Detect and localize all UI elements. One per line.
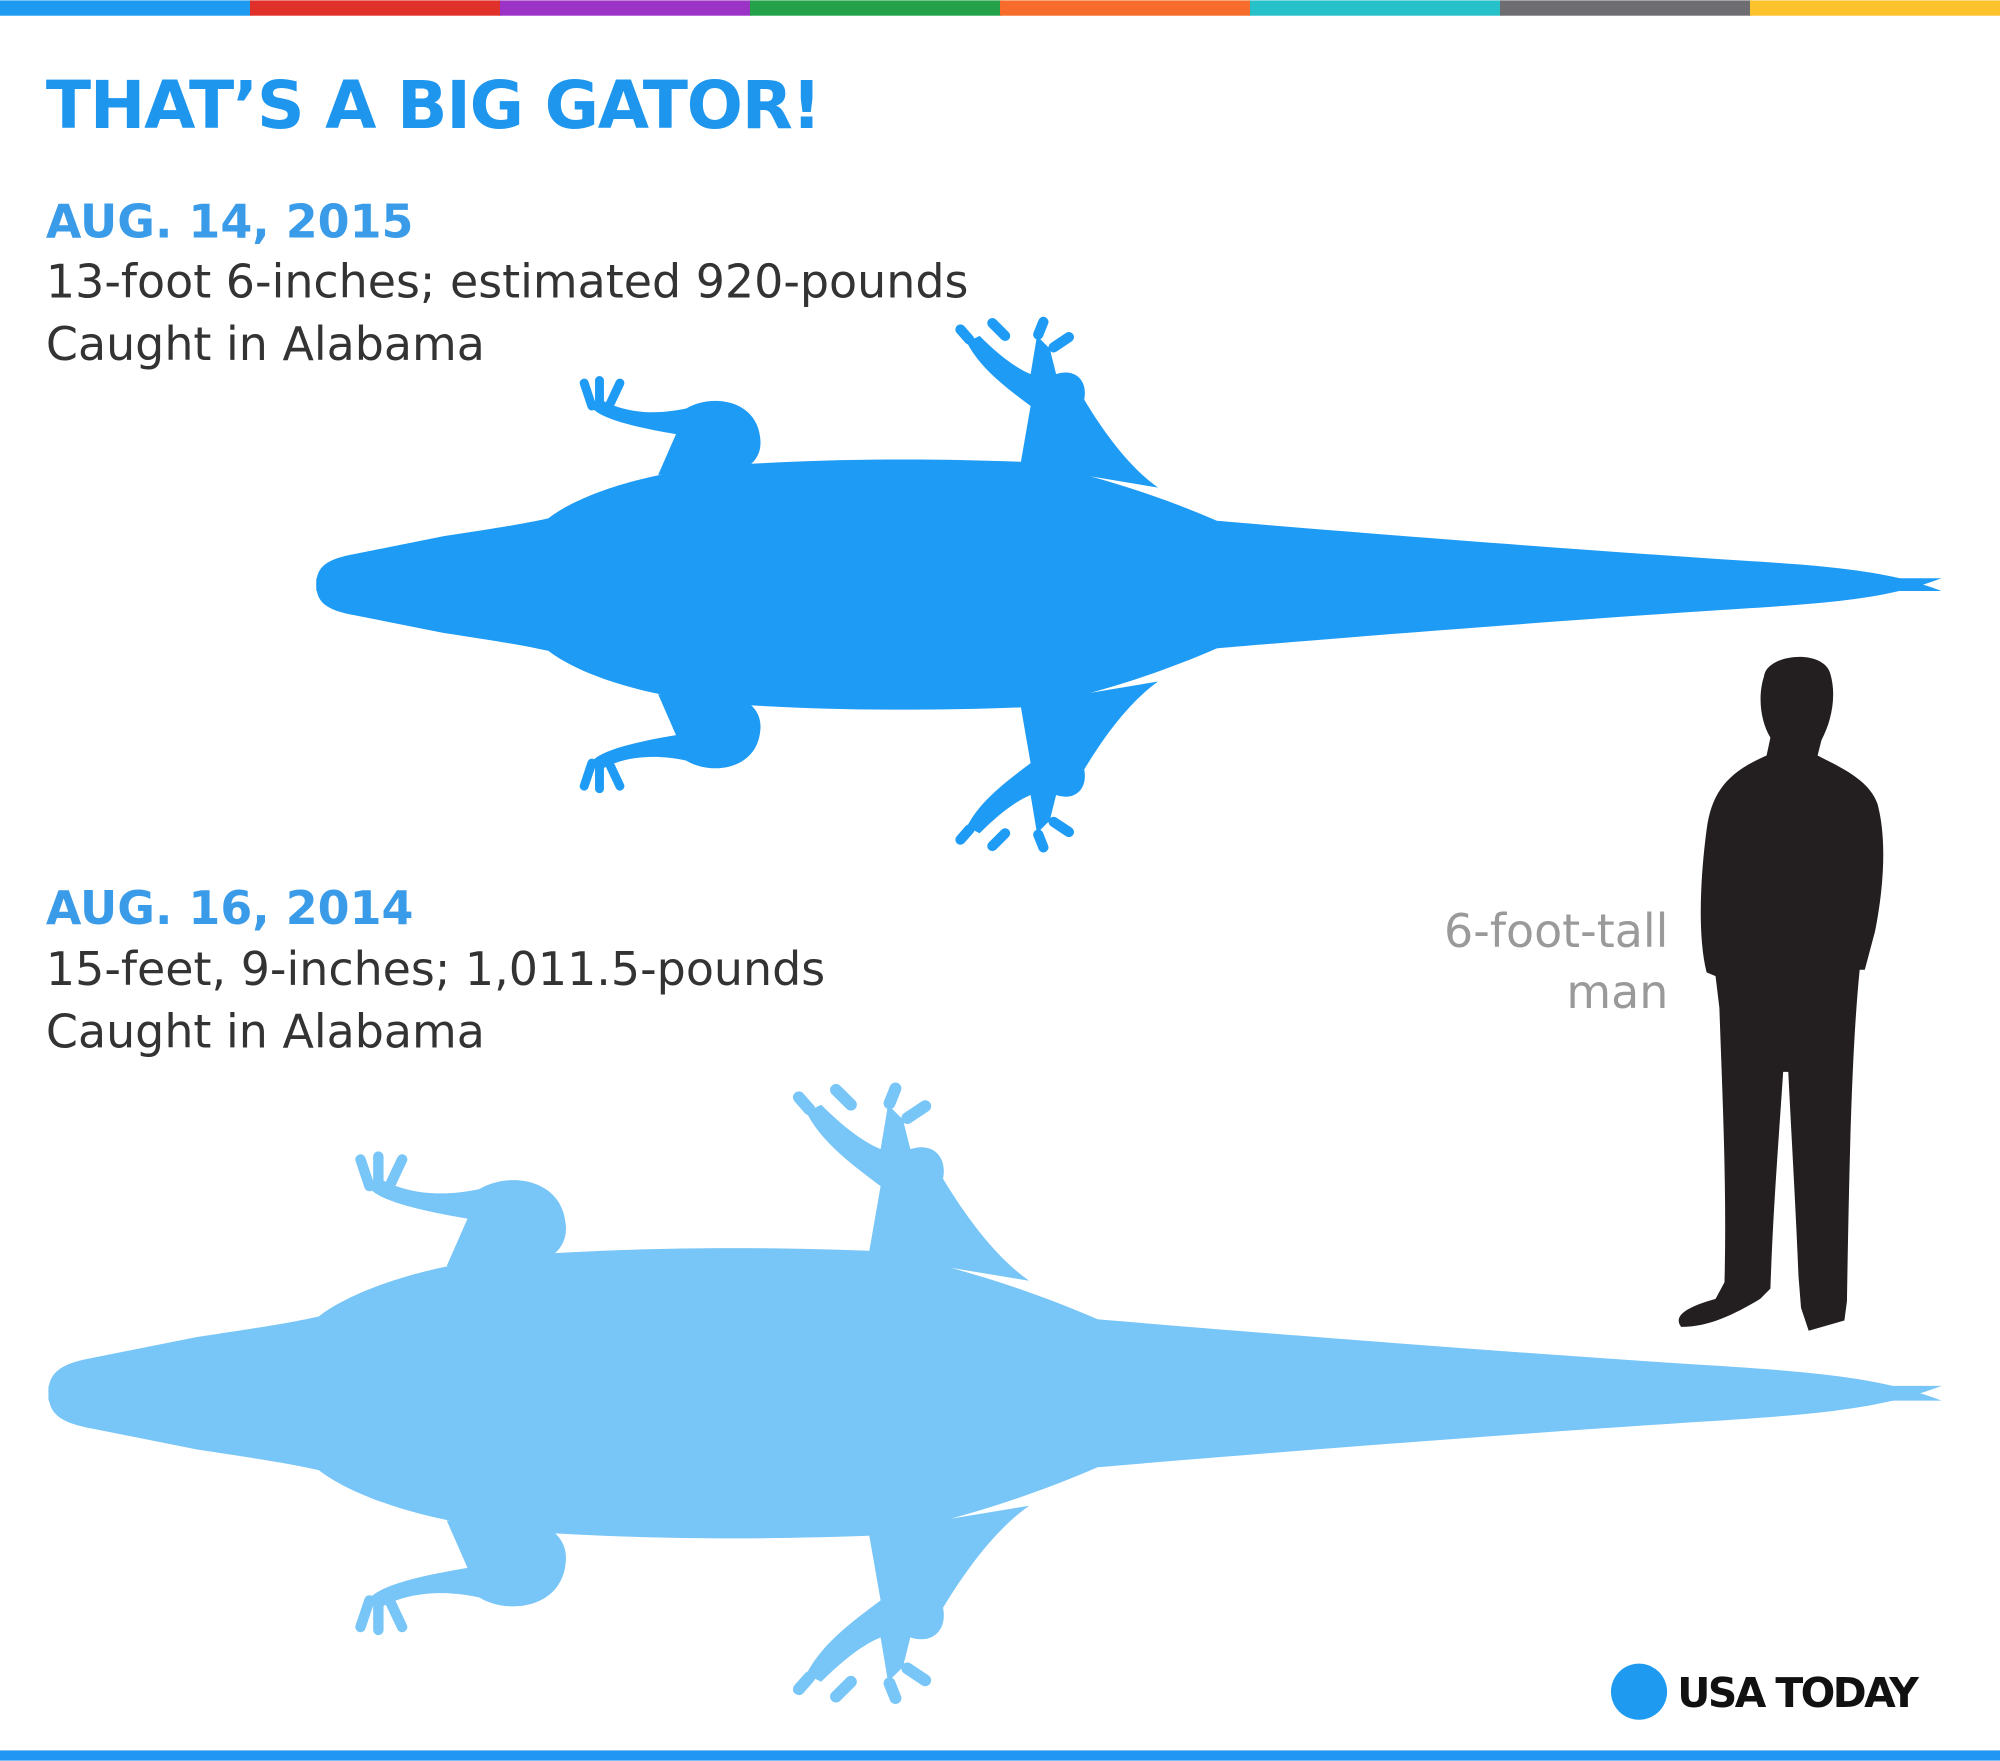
entry-date: AUG. 16, 2014 (46, 881, 414, 935)
gator-silhouette-2014 (48, 1088, 1941, 1698)
gator-upper (316, 322, 1941, 591)
reference-label: man (1566, 965, 1668, 1019)
entry-size: 13-foot 6-inches; estimated 920-pounds (46, 255, 968, 309)
reference-label: 6-foot-tall (1444, 904, 1668, 958)
logo: USA TODAY (1677, 1669, 1919, 1717)
top-color-bar (0, 0, 2000, 16)
entry-size: 15-feet, 9-inches; 1,011.5-pounds (46, 942, 825, 996)
entry-location: Caught in Alabama (46, 1005, 485, 1059)
gator-lower (48, 1386, 1941, 1698)
entry-date: AUG. 14, 2015 (46, 195, 414, 249)
man-silhouette (1678, 656, 1884, 1331)
gator-silhouette-2015 (316, 322, 1941, 848)
gator-lower (316, 578, 1941, 847)
logo-mark (1610, 1663, 1668, 1720)
title: THAT’S A BIG GATOR! (46, 66, 821, 144)
bottom-bar (0, 1750, 2000, 1761)
entry-location: Caught in Alabama (46, 317, 485, 371)
gator-upper (48, 1088, 1941, 1400)
